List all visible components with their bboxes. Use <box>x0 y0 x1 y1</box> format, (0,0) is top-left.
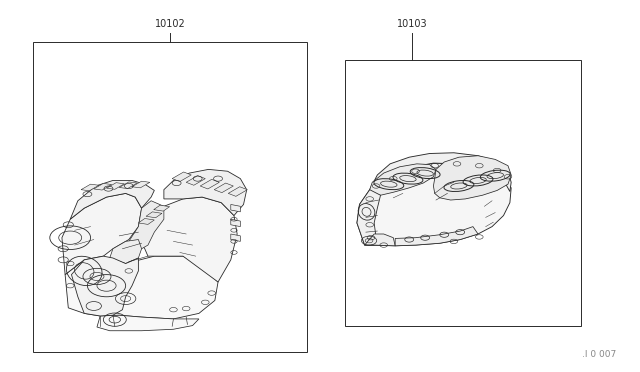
Polygon shape <box>72 256 138 316</box>
Polygon shape <box>81 184 99 191</box>
Polygon shape <box>186 176 205 185</box>
Text: 10103: 10103 <box>397 19 428 29</box>
Polygon shape <box>357 163 511 246</box>
Polygon shape <box>97 315 199 331</box>
Polygon shape <box>65 256 218 319</box>
Polygon shape <box>154 205 170 211</box>
Polygon shape <box>395 227 478 246</box>
Text: .I 0 007: .I 0 007 <box>582 350 616 359</box>
Polygon shape <box>368 164 436 195</box>
Polygon shape <box>172 172 191 182</box>
Bar <box>33 42 307 352</box>
Polygon shape <box>370 153 511 192</box>
Polygon shape <box>94 183 111 190</box>
Polygon shape <box>231 234 241 241</box>
Polygon shape <box>231 205 241 212</box>
Polygon shape <box>146 212 162 218</box>
Polygon shape <box>109 240 141 263</box>
Polygon shape <box>138 218 154 224</box>
Polygon shape <box>70 180 154 219</box>
Polygon shape <box>433 156 511 200</box>
Bar <box>346 61 581 326</box>
Polygon shape <box>129 201 164 251</box>
Polygon shape <box>200 179 220 189</box>
Polygon shape <box>106 183 124 189</box>
Text: 10102: 10102 <box>155 19 186 29</box>
Polygon shape <box>62 193 141 275</box>
Polygon shape <box>231 219 241 227</box>
Polygon shape <box>119 182 137 189</box>
Polygon shape <box>214 183 234 193</box>
Polygon shape <box>357 190 381 245</box>
Polygon shape <box>132 181 150 188</box>
Polygon shape <box>228 187 247 196</box>
Polygon shape <box>365 234 395 246</box>
Polygon shape <box>164 169 246 215</box>
Polygon shape <box>138 197 237 282</box>
